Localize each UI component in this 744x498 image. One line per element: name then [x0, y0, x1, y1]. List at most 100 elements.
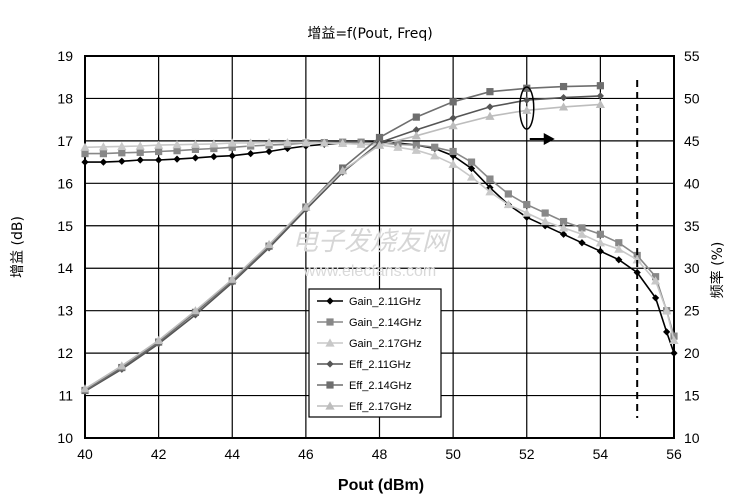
x-tick-label: 56 — [666, 446, 682, 462]
data-point — [615, 239, 623, 247]
y-tick-label: 10 — [57, 430, 73, 446]
data-point — [247, 150, 255, 158]
legend-label: Eff_2.11GHz — [349, 359, 411, 371]
data-point — [430, 151, 440, 160]
y-axis-ticks: 10 11 12 13 14 15 16 17 18 19 — [57, 48, 73, 446]
data-point — [614, 244, 624, 253]
data-point — [523, 84, 531, 92]
legend-label: Eff_2.14GHz — [349, 380, 412, 392]
data-point — [651, 294, 660, 302]
legend-item: Eff_2.14GHz — [317, 380, 412, 392]
data-point — [523, 200, 531, 209]
data-point — [559, 82, 568, 91]
legend-label: Gain_2.11GHz — [349, 296, 421, 308]
data-point — [191, 145, 200, 153]
data-point — [449, 98, 457, 106]
data-point — [117, 361, 127, 370]
y2-tick-label: 50 — [684, 90, 700, 106]
data-point — [264, 239, 274, 249]
data-point — [393, 142, 403, 151]
data-point — [615, 256, 623, 264]
y2-tick-label: 55 — [684, 48, 700, 64]
data-point — [486, 103, 494, 111]
data-point — [503, 199, 513, 209]
data-point — [172, 140, 182, 149]
watermark: 电子发烧友网 www.elecfans.com — [292, 227, 451, 280]
highlight-ellipse — [519, 86, 535, 130]
data-point — [558, 102, 569, 111]
series-layer — [80, 82, 679, 395]
y2-tick-label: 20 — [684, 345, 700, 361]
plot-frame — [84, 55, 675, 439]
data-point — [486, 175, 494, 183]
x-tick-label: 44 — [224, 446, 240, 462]
data-point — [135, 141, 145, 150]
y-tick-label: 14 — [57, 260, 73, 276]
y2-tick-label: 40 — [684, 175, 700, 191]
watermark-url: www.elecfans.com — [303, 263, 437, 280]
data-point — [301, 137, 311, 147]
series-line — [85, 141, 675, 337]
data-point — [80, 384, 90, 393]
data-point — [227, 274, 237, 283]
y2-tick-label: 15 — [684, 388, 700, 404]
data-point — [632, 255, 642, 264]
data-point — [117, 141, 127, 151]
y2-tick-label: 30 — [684, 260, 700, 276]
y-tick-label: 17 — [57, 133, 73, 149]
data-point — [411, 131, 421, 140]
data-point — [558, 223, 569, 232]
data-point — [338, 138, 348, 148]
data-point — [98, 142, 109, 151]
data-point — [264, 137, 274, 147]
data-point — [449, 147, 457, 156]
data-point — [191, 154, 200, 162]
data-point — [154, 140, 164, 149]
data-point — [190, 139, 201, 148]
x-axis-label: Pout (dBm) — [338, 477, 424, 494]
data-point — [541, 209, 549, 217]
x-axis-ticks: 40 42 44 46 48 50 52 54 56 — [77, 446, 682, 462]
x-tick-label: 50 — [445, 446, 461, 462]
data-point — [559, 230, 568, 238]
series-eff-2-17ghz — [80, 99, 605, 393]
data-point — [559, 93, 568, 102]
data-point — [540, 216, 550, 226]
data-point — [663, 328, 671, 336]
data-point — [485, 111, 495, 120]
legend-swatch-marker — [326, 381, 334, 389]
data-point — [228, 152, 236, 160]
data-point — [246, 138, 256, 147]
legend-swatch-marker — [326, 297, 334, 305]
data-point — [118, 149, 126, 157]
data-point — [650, 276, 661, 285]
data-point — [522, 208, 532, 217]
data-point — [411, 145, 421, 154]
data-point — [210, 144, 218, 153]
y2-tick-label: 10 — [684, 430, 700, 446]
legend-item: Eff_2.17GHz — [317, 401, 412, 413]
data-point — [485, 187, 495, 196]
data-point — [173, 155, 181, 163]
data-point — [374, 140, 385, 149]
y-tick-label: 16 — [57, 175, 73, 191]
series-gain-2-17ghz — [80, 137, 679, 344]
data-point — [319, 138, 329, 147]
legend-swatch-marker — [326, 318, 334, 326]
data-point — [522, 105, 532, 114]
data-point — [486, 88, 494, 96]
y-tick-label: 13 — [57, 303, 73, 319]
data-point — [467, 158, 476, 166]
data-point — [209, 139, 219, 148]
y2-tick-label: 45 — [684, 133, 700, 149]
y2-axis-label: 频率 (%) — [709, 242, 726, 299]
data-point — [596, 82, 604, 90]
data-point — [595, 238, 605, 247]
data-point — [559, 217, 568, 226]
x-tick-label: 48 — [372, 446, 388, 462]
data-point — [375, 133, 384, 142]
data-point — [81, 158, 89, 166]
data-point — [228, 143, 236, 151]
data-point — [504, 190, 512, 198]
